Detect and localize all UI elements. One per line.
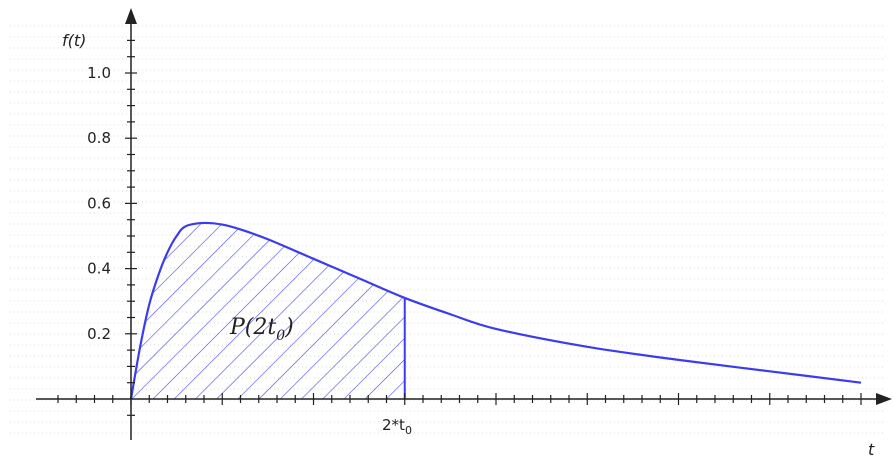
x-marker-sub: 0: [405, 424, 412, 437]
axes: [36, 8, 892, 440]
y-axis-arrow: [125, 8, 137, 24]
x-marker-main: 2*t: [382, 416, 405, 434]
area-label: P(2t0): [229, 315, 294, 344]
area-label-close: ): [284, 315, 294, 340]
x-marker-label: 2*t0: [382, 416, 412, 437]
area-label-main: P(2t: [229, 315, 276, 340]
y-tick-label: 0.8: [87, 129, 111, 147]
y-tick-label: 0.6: [87, 194, 111, 212]
y-axis-label: f(t): [62, 31, 86, 50]
y-tick-labels: 0.2 0.4 0.6 0.8 1.0: [87, 64, 111, 343]
shaded-area: [131, 222, 405, 399]
density-curve: [129, 221, 862, 400]
area-label-sub: 0: [276, 328, 285, 344]
x-axis-arrow: [876, 393, 892, 405]
x-axis-label: t: [868, 440, 875, 459]
y-tick-label: 1.0: [87, 64, 111, 82]
axis-ticks: [57, 39, 862, 416]
y-tick-label: 0.2: [87, 325, 111, 343]
y-tick-label: 0.4: [87, 260, 111, 278]
